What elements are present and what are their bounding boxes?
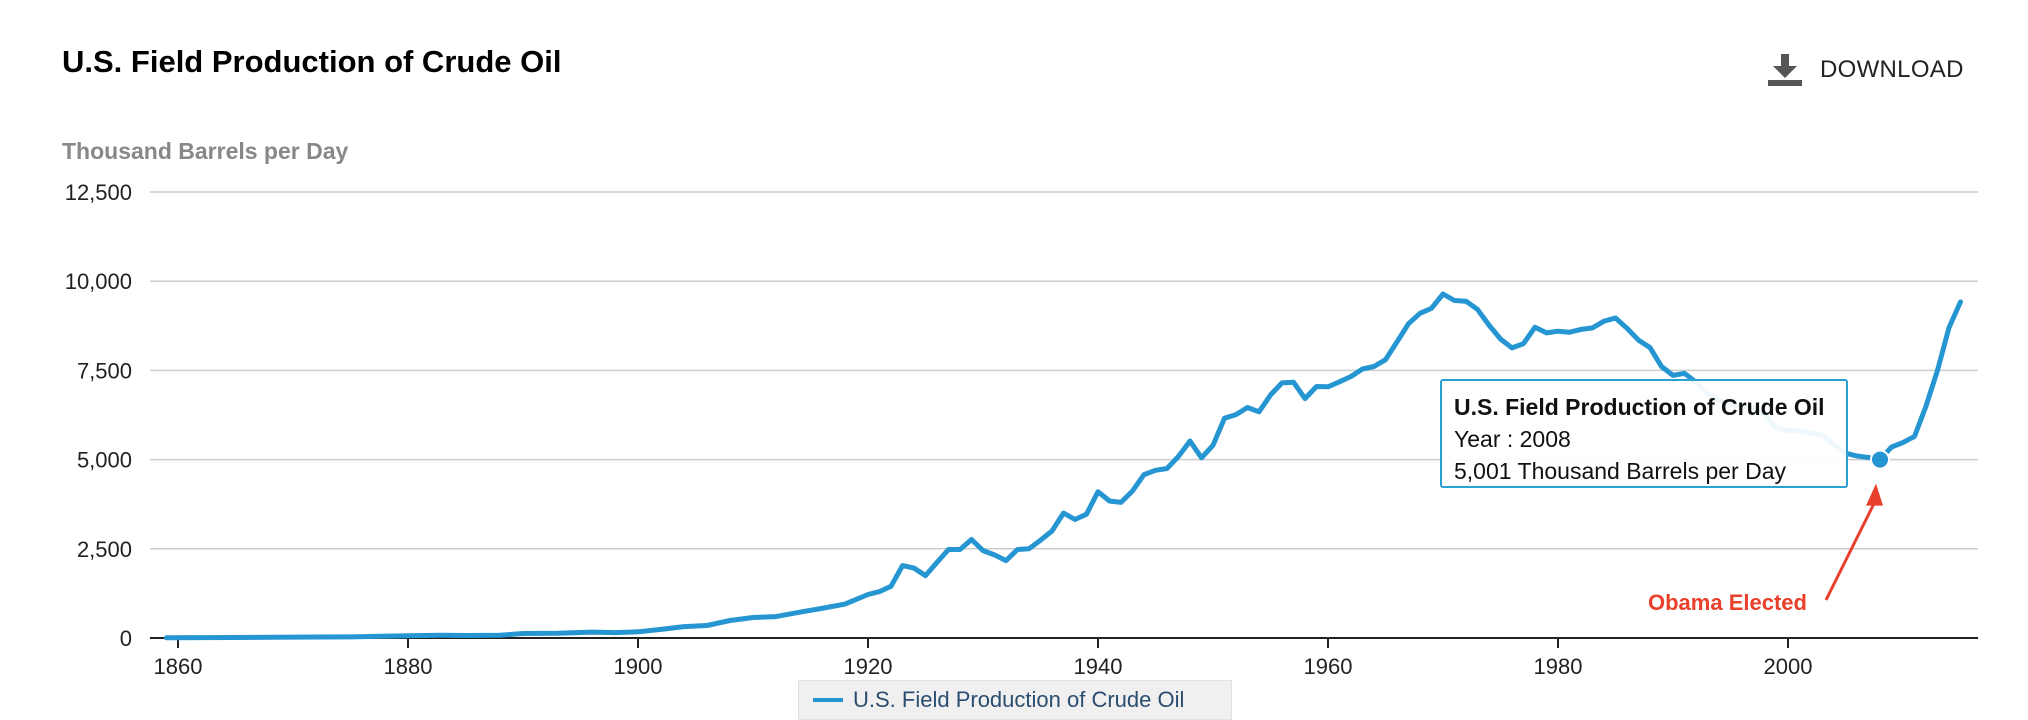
y-tick-label: 0 <box>120 626 132 651</box>
annotation-label: Obama Elected <box>1648 590 1807 615</box>
tooltip-year: Year : 2008 <box>1454 426 1571 452</box>
highlight-point <box>1870 449 1890 470</box>
y-axis-label: Thousand Barrels per Day <box>62 138 349 164</box>
legend-label: U.S. Field Production of Crude Oil <box>853 687 1185 712</box>
y-tick-label: 12,500 <box>65 180 132 205</box>
tooltip-value: 5,001 Thousand Barrels per Day <box>1454 458 1786 484</box>
download-button[interactable]: DOWNLOAD <box>1768 54 1964 86</box>
y-tick-label: 10,000 <box>65 269 132 294</box>
download-label: DOWNLOAD <box>1820 56 1964 83</box>
x-tick-label: 1880 <box>384 654 433 679</box>
y-tick-label: 2,500 <box>77 537 132 562</box>
data-tooltip: U.S. Field Production of Crude Oil Year … <box>1440 379 1848 488</box>
legend-item[interactable]: U.S. Field Production of Crude Oil <box>798 680 1232 720</box>
legend-swatch <box>813 698 843 702</box>
x-tick-label: 1860 <box>154 654 203 679</box>
x-tick-label: 1920 <box>844 654 893 679</box>
x-tick-label: 1980 <box>1534 654 1583 679</box>
chart-title: U.S. Field Production of Crude Oil <box>62 44 562 79</box>
download-icon <box>1768 54 1802 86</box>
x-tick-label: 2000 <box>1764 654 1813 679</box>
annotation-arrow-line <box>1824 498 1878 601</box>
x-tick-label: 1940 <box>1074 654 1123 679</box>
x-tick-label: 1960 <box>1304 654 1353 679</box>
y-tick-label: 7,500 <box>77 358 132 383</box>
x-tick-label: 1900 <box>614 654 663 679</box>
annotation-arrow-head <box>1866 483 1883 506</box>
tooltip-title: U.S. Field Production of Crude Oil <box>1454 394 1825 420</box>
y-tick-label: 5,000 <box>77 448 132 473</box>
